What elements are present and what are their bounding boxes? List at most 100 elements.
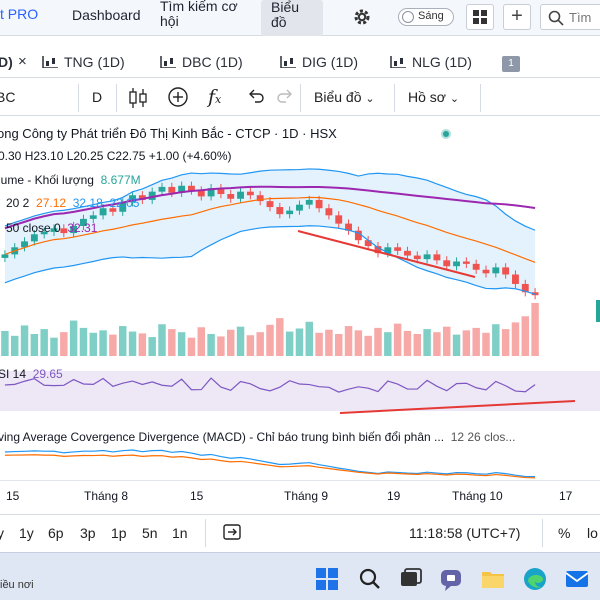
range-6p-button[interactable]: 6p [48,525,64,541]
weather-widget[interactable]: iều nơi [0,579,34,591]
candle-body [60,228,68,234]
candle-body [188,185,195,191]
edge-browser-icon[interactable] [522,566,548,592]
candle-body [129,195,136,203]
close-icon[interactable]: × [18,53,27,70]
chart-type-dropdown[interactable]: Biểu đồ ⌄ [314,89,375,105]
chevron-down-icon: ⌄ [449,93,460,105]
indicators-add-icon[interactable] [167,86,189,111]
taskbar: iều nơi [0,552,600,600]
tab-nlg[interactable]: NLG (1D) [390,54,472,70]
tab-tng[interactable]: TNG (1D) [42,54,125,70]
chevron-down-icon: ⌄ [365,93,375,105]
profile-dropdown[interactable]: Hồ sơ ⌄ [408,89,460,105]
teams-chat-icon[interactable] [438,566,464,592]
divider [116,84,117,112]
rsi-line [4,377,536,393]
ma50-line [4,185,536,230]
candle-body [472,263,480,270]
volume-bar [187,337,196,356]
nav-opportunity-search[interactable]: Tìm kiếm cơ hội [160,0,238,29]
candle-body [158,186,166,192]
candle-body [217,188,225,195]
candlestick-icon[interactable] [128,87,148,112]
candle-body [70,225,78,234]
candle-body [21,241,28,248]
search-icon [548,10,564,26]
symbol-tabs: D) × TNG (1D) DBC (1D) DIG (1D) NLG (1D)… [0,48,600,78]
range-1p-button[interactable]: 1p [111,525,127,541]
volume-bar [452,334,461,356]
ma-legend: 50 close 0 32.31 [6,221,98,235]
volume-bar [256,332,264,356]
range-5n-button[interactable]: 5n [142,525,158,541]
volume-bar [50,337,58,356]
ohlc-legend: 0.30 H23.10 L20.25 C22.75 +1.00 (+4.60%) [0,149,232,163]
candle-body [394,247,402,251]
candle-body [50,228,58,232]
nav-dashboard[interactable]: Dashboard [72,7,141,23]
time-axis[interactable]: 15 Tháng 8 15 Tháng 9 19 Tháng 10 17 [0,480,600,510]
redo-icon[interactable] [276,86,294,109]
nav-chart[interactable]: Biểu đồ [261,0,323,36]
tab-dbc[interactable]: DBC (1D) [160,54,243,70]
task-view-icon[interactable] [398,566,424,592]
volume-bar [1,330,9,356]
volume-bar [40,329,48,356]
candle-body [109,208,117,212]
search-input[interactable]: Tìm [540,4,600,30]
market-status-dot[interactable] [441,129,451,139]
candle-body [315,199,323,209]
search-icon[interactable] [357,566,383,592]
windows-start-icon[interactable] [314,566,340,592]
volume-bar [374,327,382,356]
volume-bar [423,329,431,356]
tab-dig[interactable]: DIG (1D) [280,54,358,70]
clock[interactable]: 11:18:58 (UTC+7) [409,525,521,541]
log-toggle[interactable]: lo [587,525,598,541]
price-chart[interactable] [0,117,600,480]
bottom-toolbar: y 1y 6p 3p 1p 5n 1n 11:18:58 (UTC+7) % l… [0,514,600,550]
range-3p-button[interactable]: 3p [80,525,96,541]
volume-bar [384,332,392,356]
candle-body [168,186,176,193]
brand-logo[interactable]: t PRO [0,6,39,22]
candlesticks [1,181,539,300]
candle-body [207,188,215,197]
interval-selector[interactable]: D [92,89,103,105]
range-button[interactable]: y [0,525,4,541]
symbol-selector[interactable]: BC [0,89,16,105]
formula-fx-icon[interactable]: fx [208,86,222,108]
chart-toolbar: BC D fx Biểu đồ ⌄ Hồ sơ ⌄ [0,80,600,116]
volume-bar [99,330,107,356]
candle-body [345,223,352,231]
volume-bar [325,329,333,356]
divider [480,84,481,112]
volume-bar [168,329,176,356]
layout-grid-button[interactable] [466,4,494,30]
divider [394,84,395,112]
gear-icon[interactable] [352,7,372,30]
theme-toggle[interactable]: Sáng [398,8,454,26]
x-tick: Tháng 9 [284,489,329,503]
bollinger-legend: 20 2 27.12 32.18 22.05 [6,196,140,210]
mail-icon[interactable] [564,566,590,592]
tab-count-badge[interactable]: 1 [502,56,520,72]
price-scale-marker [596,300,600,322]
percent-toggle[interactable]: % [558,525,571,541]
candle-body [246,191,254,196]
range-1y-button[interactable]: 1y [19,525,34,541]
candle-chart-icon [160,56,176,68]
volume-bar [276,318,284,356]
x-tick: Tháng 8 [84,489,129,503]
volume-bar [403,330,412,356]
volume-bar [148,337,156,356]
goto-date-icon[interactable] [222,523,242,544]
file-explorer-icon[interactable] [480,566,506,592]
range-1n-button[interactable]: 1n [172,525,188,541]
candle-body [325,208,333,216]
tab-active[interactable]: D) [0,54,13,70]
undo-icon[interactable] [247,86,265,109]
add-button[interactable]: + [503,4,531,30]
candle-body [237,191,244,199]
